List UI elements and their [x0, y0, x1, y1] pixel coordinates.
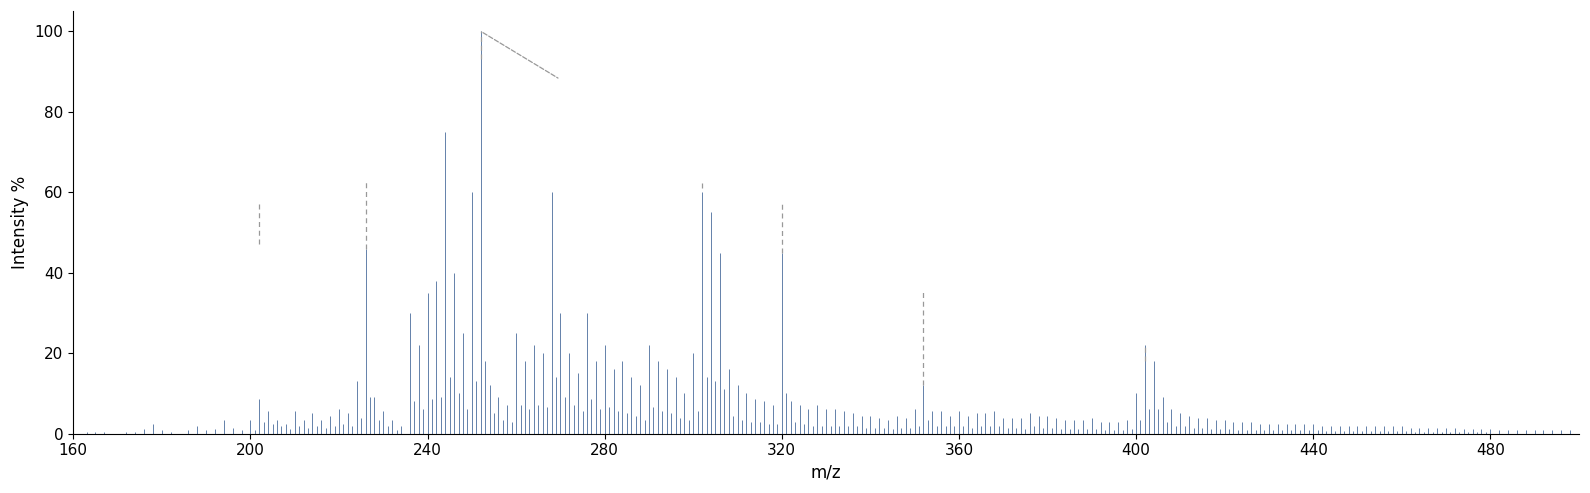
Y-axis label: Intensity %: Intensity %: [11, 176, 29, 269]
X-axis label: m/z: m/z: [811, 464, 841, 482]
